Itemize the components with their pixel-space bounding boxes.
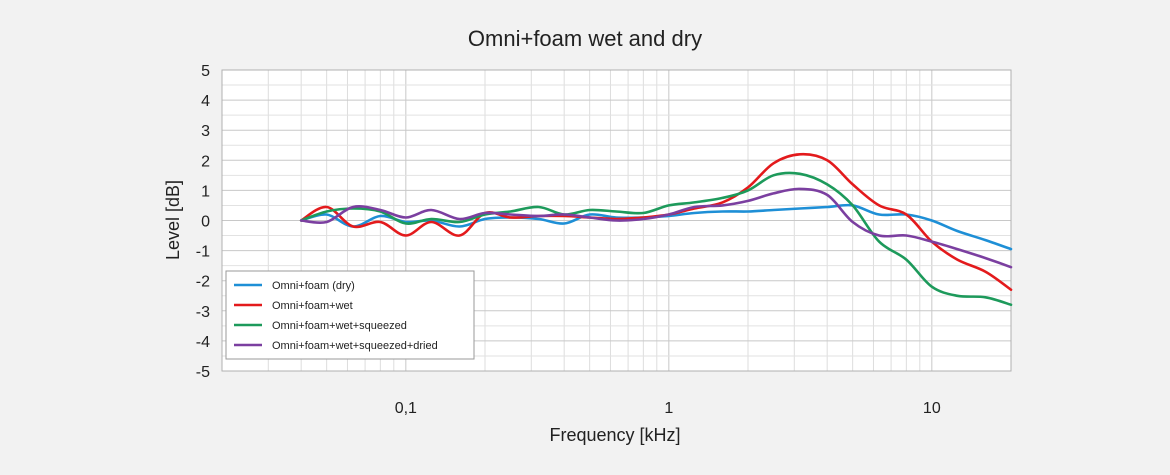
y-tick-label: -3 — [196, 304, 210, 321]
legend-label: Omni+foam+wet+squeezed+dried — [272, 340, 438, 352]
x-tick-label: 10 — [923, 400, 941, 417]
y-axis-label: Level [dB] — [163, 180, 183, 260]
y-tick-label: 1 — [201, 183, 210, 200]
plot-border — [221, 69, 1012, 372]
legend-label: Omni+foam+wet+squeezed — [272, 320, 407, 332]
y-tick-label: -5 — [196, 364, 210, 381]
y-tick-label: 5 — [201, 63, 210, 80]
legend-label: Omni+foam+wet — [272, 300, 353, 312]
series-line-omni-foam-wet-squeezed-dried — [299, 187, 1013, 269]
series-lines — [299, 152, 1013, 307]
legend-box — [225, 270, 475, 360]
y-tick-label: -4 — [196, 334, 210, 351]
x-tick-label: 1 — [664, 400, 673, 417]
y-tick-label: 2 — [201, 153, 210, 170]
chart-title: Omni+foam wet and dry — [468, 26, 702, 51]
y-tick-label: 0 — [201, 214, 210, 231]
x-tick-label: 0,1 — [395, 400, 417, 417]
x-axis-label: Frequency [kHz] — [549, 425, 680, 445]
legend-label: Omni+foam (dry) — [272, 280, 355, 292]
y-tick-label: -2 — [196, 274, 210, 291]
legend: Omni+foam (dry) Omni+foam+wet Omni+foam+we… — [225, 270, 475, 360]
x-axis-ticks: 0,1 1 10 — [395, 400, 941, 417]
y-tick-label: 4 — [201, 93, 210, 110]
y-tick-label: 3 — [201, 123, 210, 140]
grid-lines — [221, 69, 1012, 372]
y-axis-ticks: 5 4 3 2 1 0 -1 -2 -3 -4 -5 — [196, 63, 210, 381]
series-line-omni-foam-wet-squeezed — [299, 171, 1013, 307]
y-tick-label: -1 — [196, 244, 210, 261]
